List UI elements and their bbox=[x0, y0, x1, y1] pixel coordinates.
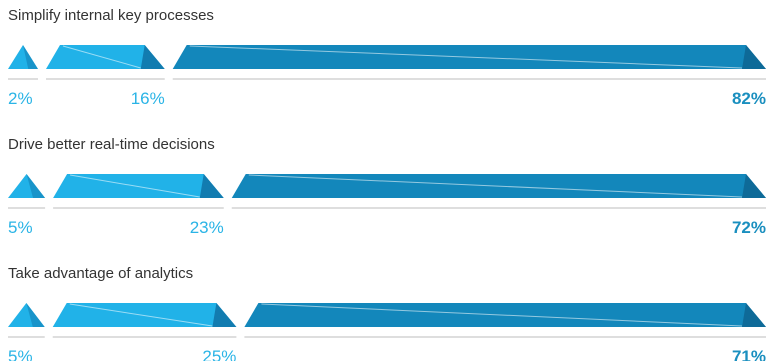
bar-highlight bbox=[248, 174, 743, 198]
value-label: 5% bbox=[8, 347, 33, 361]
bar-end-shade bbox=[212, 303, 237, 327]
bar-end-shade bbox=[140, 45, 165, 69]
bar-end-shade bbox=[199, 174, 224, 198]
data-bar bbox=[52, 303, 237, 327]
value-label: 16% bbox=[131, 89, 165, 108]
bar-shade bbox=[23, 45, 38, 69]
bar-shade bbox=[26, 174, 46, 198]
bar-end-shade bbox=[742, 45, 766, 69]
bar-highlight bbox=[189, 45, 743, 69]
bar-end-shade bbox=[742, 303, 766, 327]
bar-shade bbox=[26, 303, 45, 327]
bar-end-shade bbox=[742, 174, 766, 198]
group-title: Simplify internal key processes bbox=[8, 7, 214, 24]
value-label: 2% bbox=[8, 89, 33, 108]
group-title: Take advantage of analytics bbox=[8, 265, 193, 282]
data-bar bbox=[46, 45, 165, 69]
value-label: 82% bbox=[732, 89, 766, 108]
bar-highlight bbox=[261, 303, 743, 327]
bar-highlight bbox=[62, 45, 141, 69]
value-label: 23% bbox=[190, 218, 224, 237]
bar-highlight bbox=[70, 174, 200, 198]
bar-highlight bbox=[69, 303, 213, 327]
value-label: 5% bbox=[8, 218, 33, 237]
value-label: 71% bbox=[732, 347, 766, 361]
group-title: Drive better real-time decisions bbox=[8, 136, 215, 153]
value-label: 72% bbox=[732, 218, 766, 237]
data-bar bbox=[53, 174, 224, 198]
value-label: 25% bbox=[202, 347, 236, 361]
